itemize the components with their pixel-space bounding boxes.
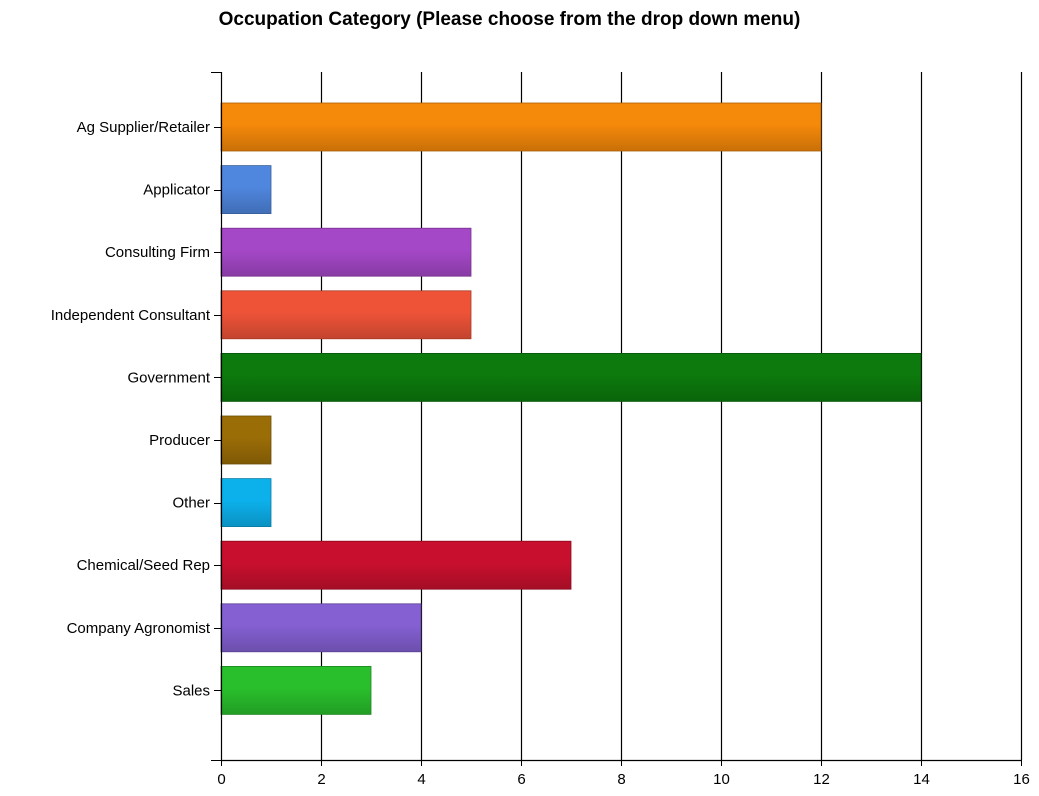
x-tick-label: 2 bbox=[317, 771, 325, 788]
category-label: Independent Consultant bbox=[51, 307, 211, 324]
bar bbox=[220, 227, 472, 277]
category-label: Ag Supplier/Retailer bbox=[77, 119, 210, 136]
category-label: Government bbox=[127, 369, 210, 386]
bar bbox=[220, 666, 372, 715]
x-tick-label: 10 bbox=[713, 771, 730, 788]
x-tick-label: 4 bbox=[417, 771, 425, 788]
category-label: Company Agronomist bbox=[67, 620, 211, 637]
category-label: Consulting Firm bbox=[105, 244, 210, 261]
x-tick-label: 8 bbox=[617, 771, 625, 788]
bar bbox=[220, 290, 472, 340]
bar bbox=[220, 540, 572, 590]
bar bbox=[220, 478, 272, 528]
bar bbox=[220, 603, 422, 653]
category-label: Sales bbox=[172, 682, 210, 699]
bar bbox=[220, 165, 272, 215]
bars bbox=[220, 102, 922, 715]
x-tick-label: 0 bbox=[217, 771, 225, 788]
bar bbox=[220, 102, 822, 152]
bar bbox=[220, 352, 922, 402]
tick-labels: 0 2 4 6 8 10 12 14 16 Ag Supplier/Retailer Applica… bbox=[51, 119, 1030, 788]
x-tick-label: 16 bbox=[1013, 771, 1030, 788]
x-tick-label: 6 bbox=[517, 771, 525, 788]
category-label: Chemical/Seed Rep bbox=[77, 557, 210, 574]
category-label: Producer bbox=[149, 432, 210, 449]
x-tick-label: 12 bbox=[813, 771, 830, 788]
category-label: Applicator bbox=[143, 182, 210, 199]
x-tick-label: 14 bbox=[913, 771, 930, 788]
grid-lines bbox=[320, 72, 1023, 760]
bar bbox=[220, 415, 272, 465]
category-label: Other bbox=[172, 495, 210, 512]
chart-title: Occupation Category (Please choose from … bbox=[218, 9, 801, 30]
axes bbox=[211, 72, 1022, 766]
